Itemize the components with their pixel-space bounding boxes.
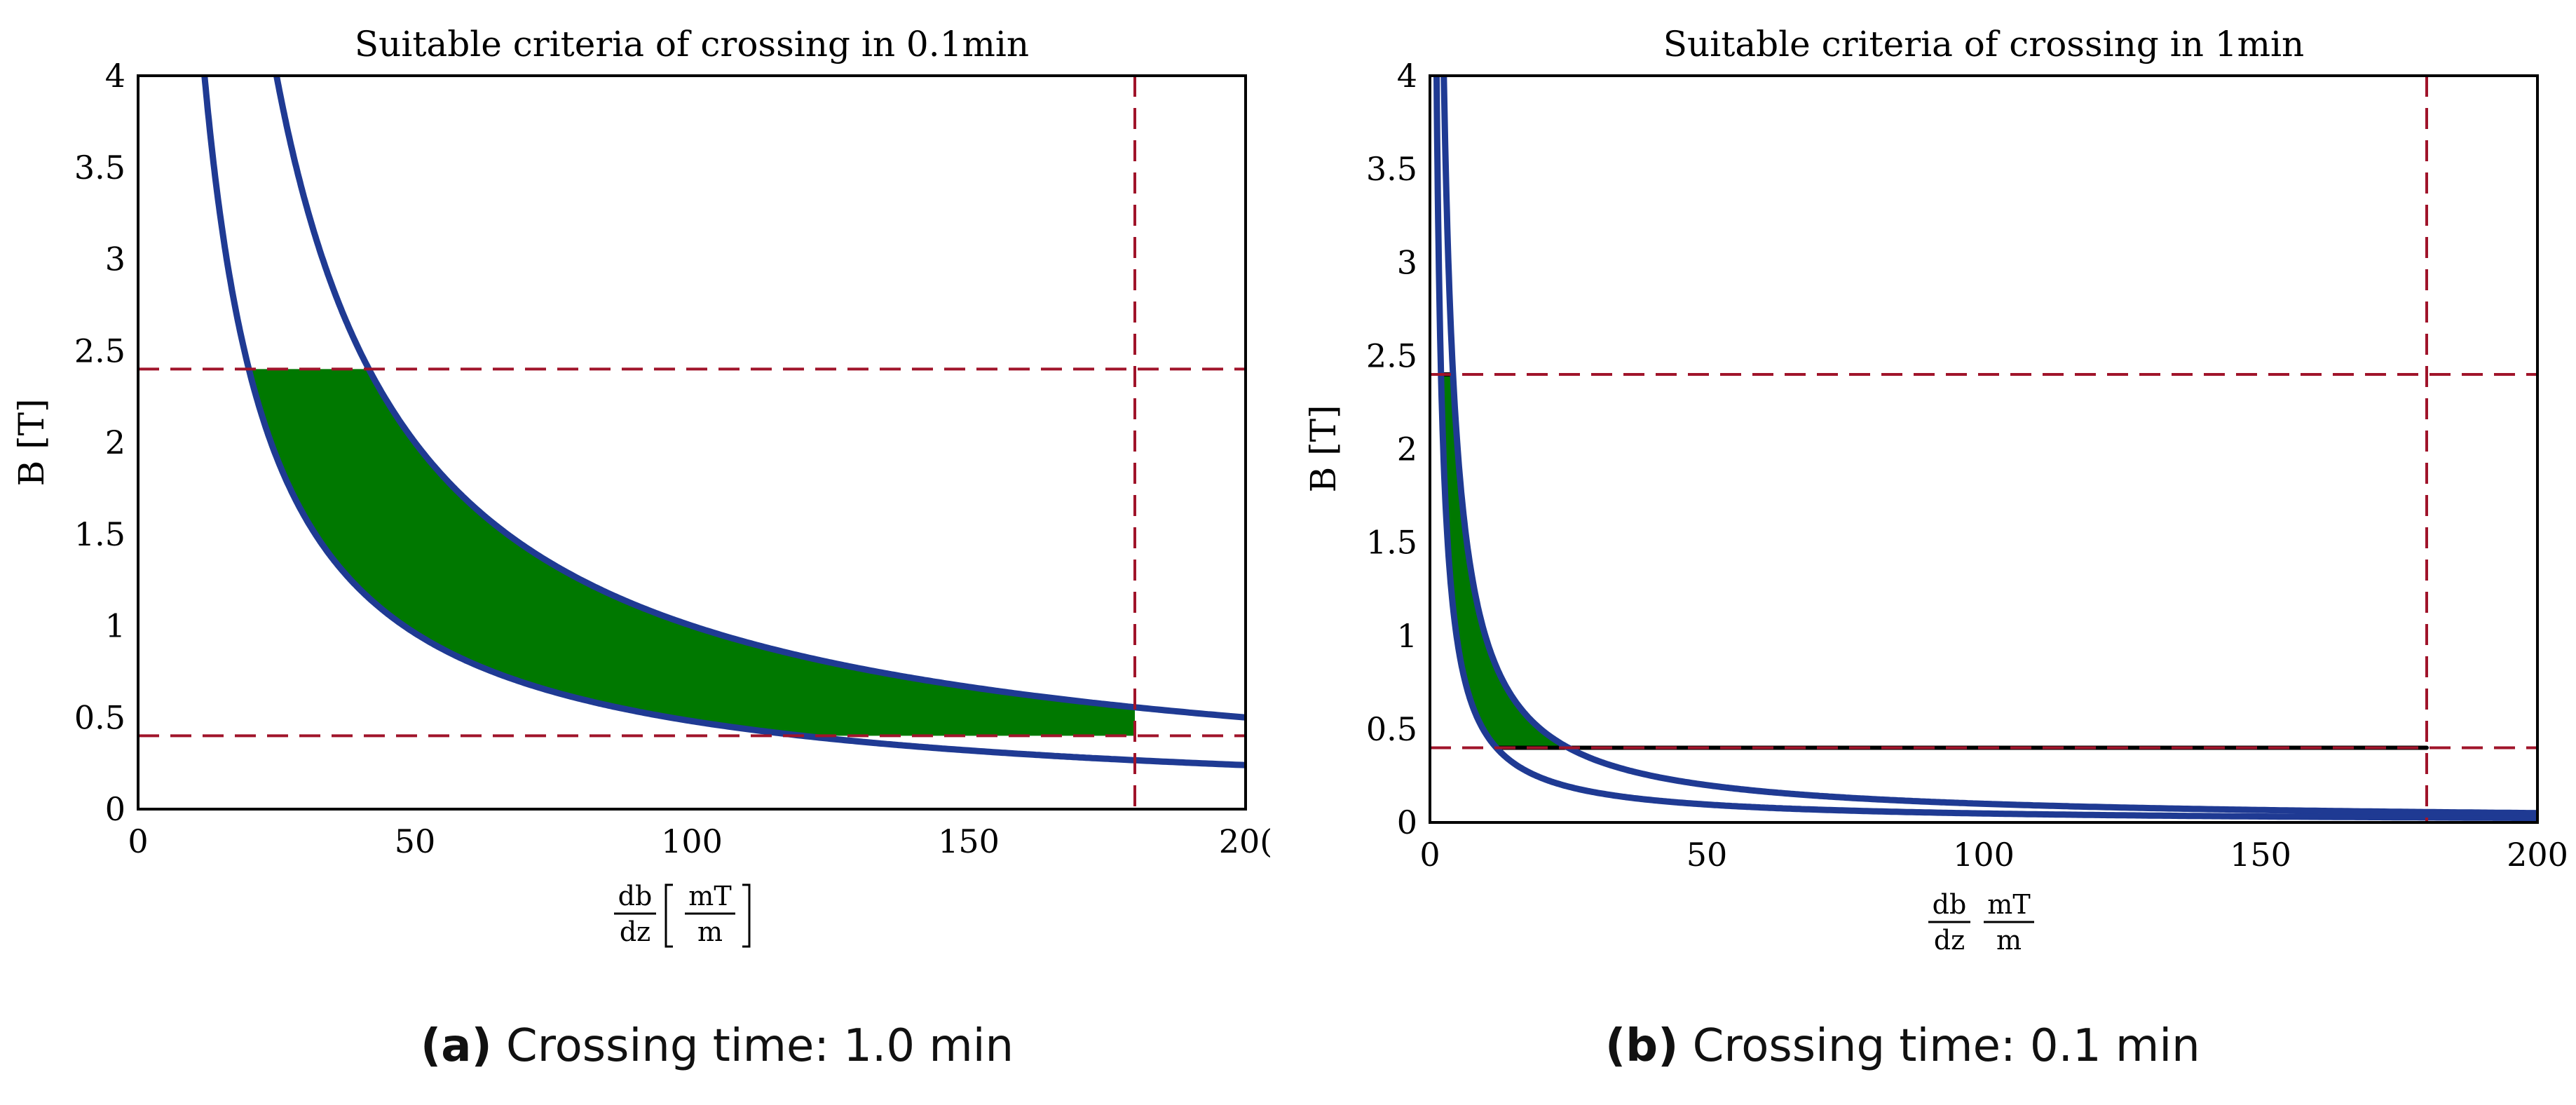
y-tick-label: 1.5 [74, 515, 125, 553]
caption-b: (b) Crossing time: 0.1 min [1605, 1020, 2200, 1072]
chart-title: Suitable criteria of crossing in 1min [1663, 24, 2304, 65]
y-axis-label: B [T] [11, 399, 52, 487]
y-tick-label: 2 [105, 423, 125, 461]
right-bracket [742, 883, 751, 948]
x-label-unit-denominator: m [697, 916, 723, 947]
series-line-upper-bound [273, 76, 1246, 721]
y-tick-label: 1 [105, 607, 125, 645]
y-tick-label: 2 [1397, 431, 1417, 468]
x-tick-label: 100 [1953, 836, 2015, 874]
y-tick-label: 3.5 [1366, 150, 1417, 188]
x-tick-label: 200 [2507, 836, 2568, 874]
y-tick-label: 0 [105, 790, 125, 828]
y-tick-label: 1 [1397, 617, 1417, 655]
y-tick-label: 3 [1397, 243, 1417, 281]
x-tick-label: 0 [128, 822, 148, 860]
y-tick-label: 0.5 [74, 698, 125, 736]
x-label-numerator: db [618, 881, 653, 911]
x-label-numerator: db [1933, 889, 1967, 920]
y-tick-label: 2.5 [1366, 337, 1417, 374]
y-axis-label: B [T] [1303, 405, 1344, 493]
caption-text: Crossing time: 1.0 min [491, 1020, 1014, 1072]
x-label-unit-numerator: mT [1987, 889, 2030, 920]
feasible-region [1438, 372, 2429, 750]
chart-panel-a: Suitable criteria of crossing in 0.1min … [11, 24, 1272, 948]
x-label-denominator: dz [1934, 925, 1965, 956]
x-label-denominator: dz [620, 916, 650, 947]
y-tick-label: 0.5 [1366, 710, 1417, 748]
y-tick-label: 1.5 [1366, 524, 1417, 562]
x-tick-label: 50 [1686, 836, 1728, 874]
y-tick-label: 0 [1397, 804, 1417, 841]
caption-a: (a) Crossing time: 1.0 min [421, 1020, 1014, 1072]
x-tick-label: 150 [938, 822, 1000, 860]
caption-letter: (a) [421, 1020, 492, 1072]
x-tick-label: 50 [395, 822, 436, 860]
x-tick-label: 100 [661, 822, 723, 860]
x-tick-label: 0 [1419, 836, 1440, 874]
chart-panel-b: Suitable criteria of crossing in 1min 0 … [1303, 24, 2568, 956]
caption-text: Crossing time: 0.1 min [1678, 1020, 2200, 1072]
y-tick-label: 2.5 [74, 332, 125, 370]
x-axis-label: db dz mT m [1928, 889, 2034, 956]
x-tick-label: 150 [2230, 836, 2291, 874]
feasible-region [249, 369, 1135, 736]
x-label-unit-numerator: mT [688, 881, 731, 911]
y-tick-label: 4 [1397, 57, 1417, 95]
x-label-unit-denominator: m [1996, 925, 2022, 956]
series-line-lower-bound [201, 76, 1246, 768]
y-tick-label: 3 [105, 240, 125, 278]
series-line-upper-bound [1440, 76, 2537, 817]
left-bracket [665, 883, 673, 948]
x-tick-label: 20( [1219, 822, 1272, 860]
y-tick-label: 4 [105, 57, 125, 95]
chart-title: Suitable criteria of crossing in 0.1min [355, 24, 1029, 65]
series-line-lower-bound [1433, 76, 2537, 822]
plot-frame [1429, 74, 2539, 824]
x-axis-label: db dz mT m [614, 881, 751, 948]
plot-frame [137, 74, 1247, 811]
y-tick-label: 3.5 [74, 149, 125, 187]
caption-letter: (b) [1605, 1020, 1679, 1072]
